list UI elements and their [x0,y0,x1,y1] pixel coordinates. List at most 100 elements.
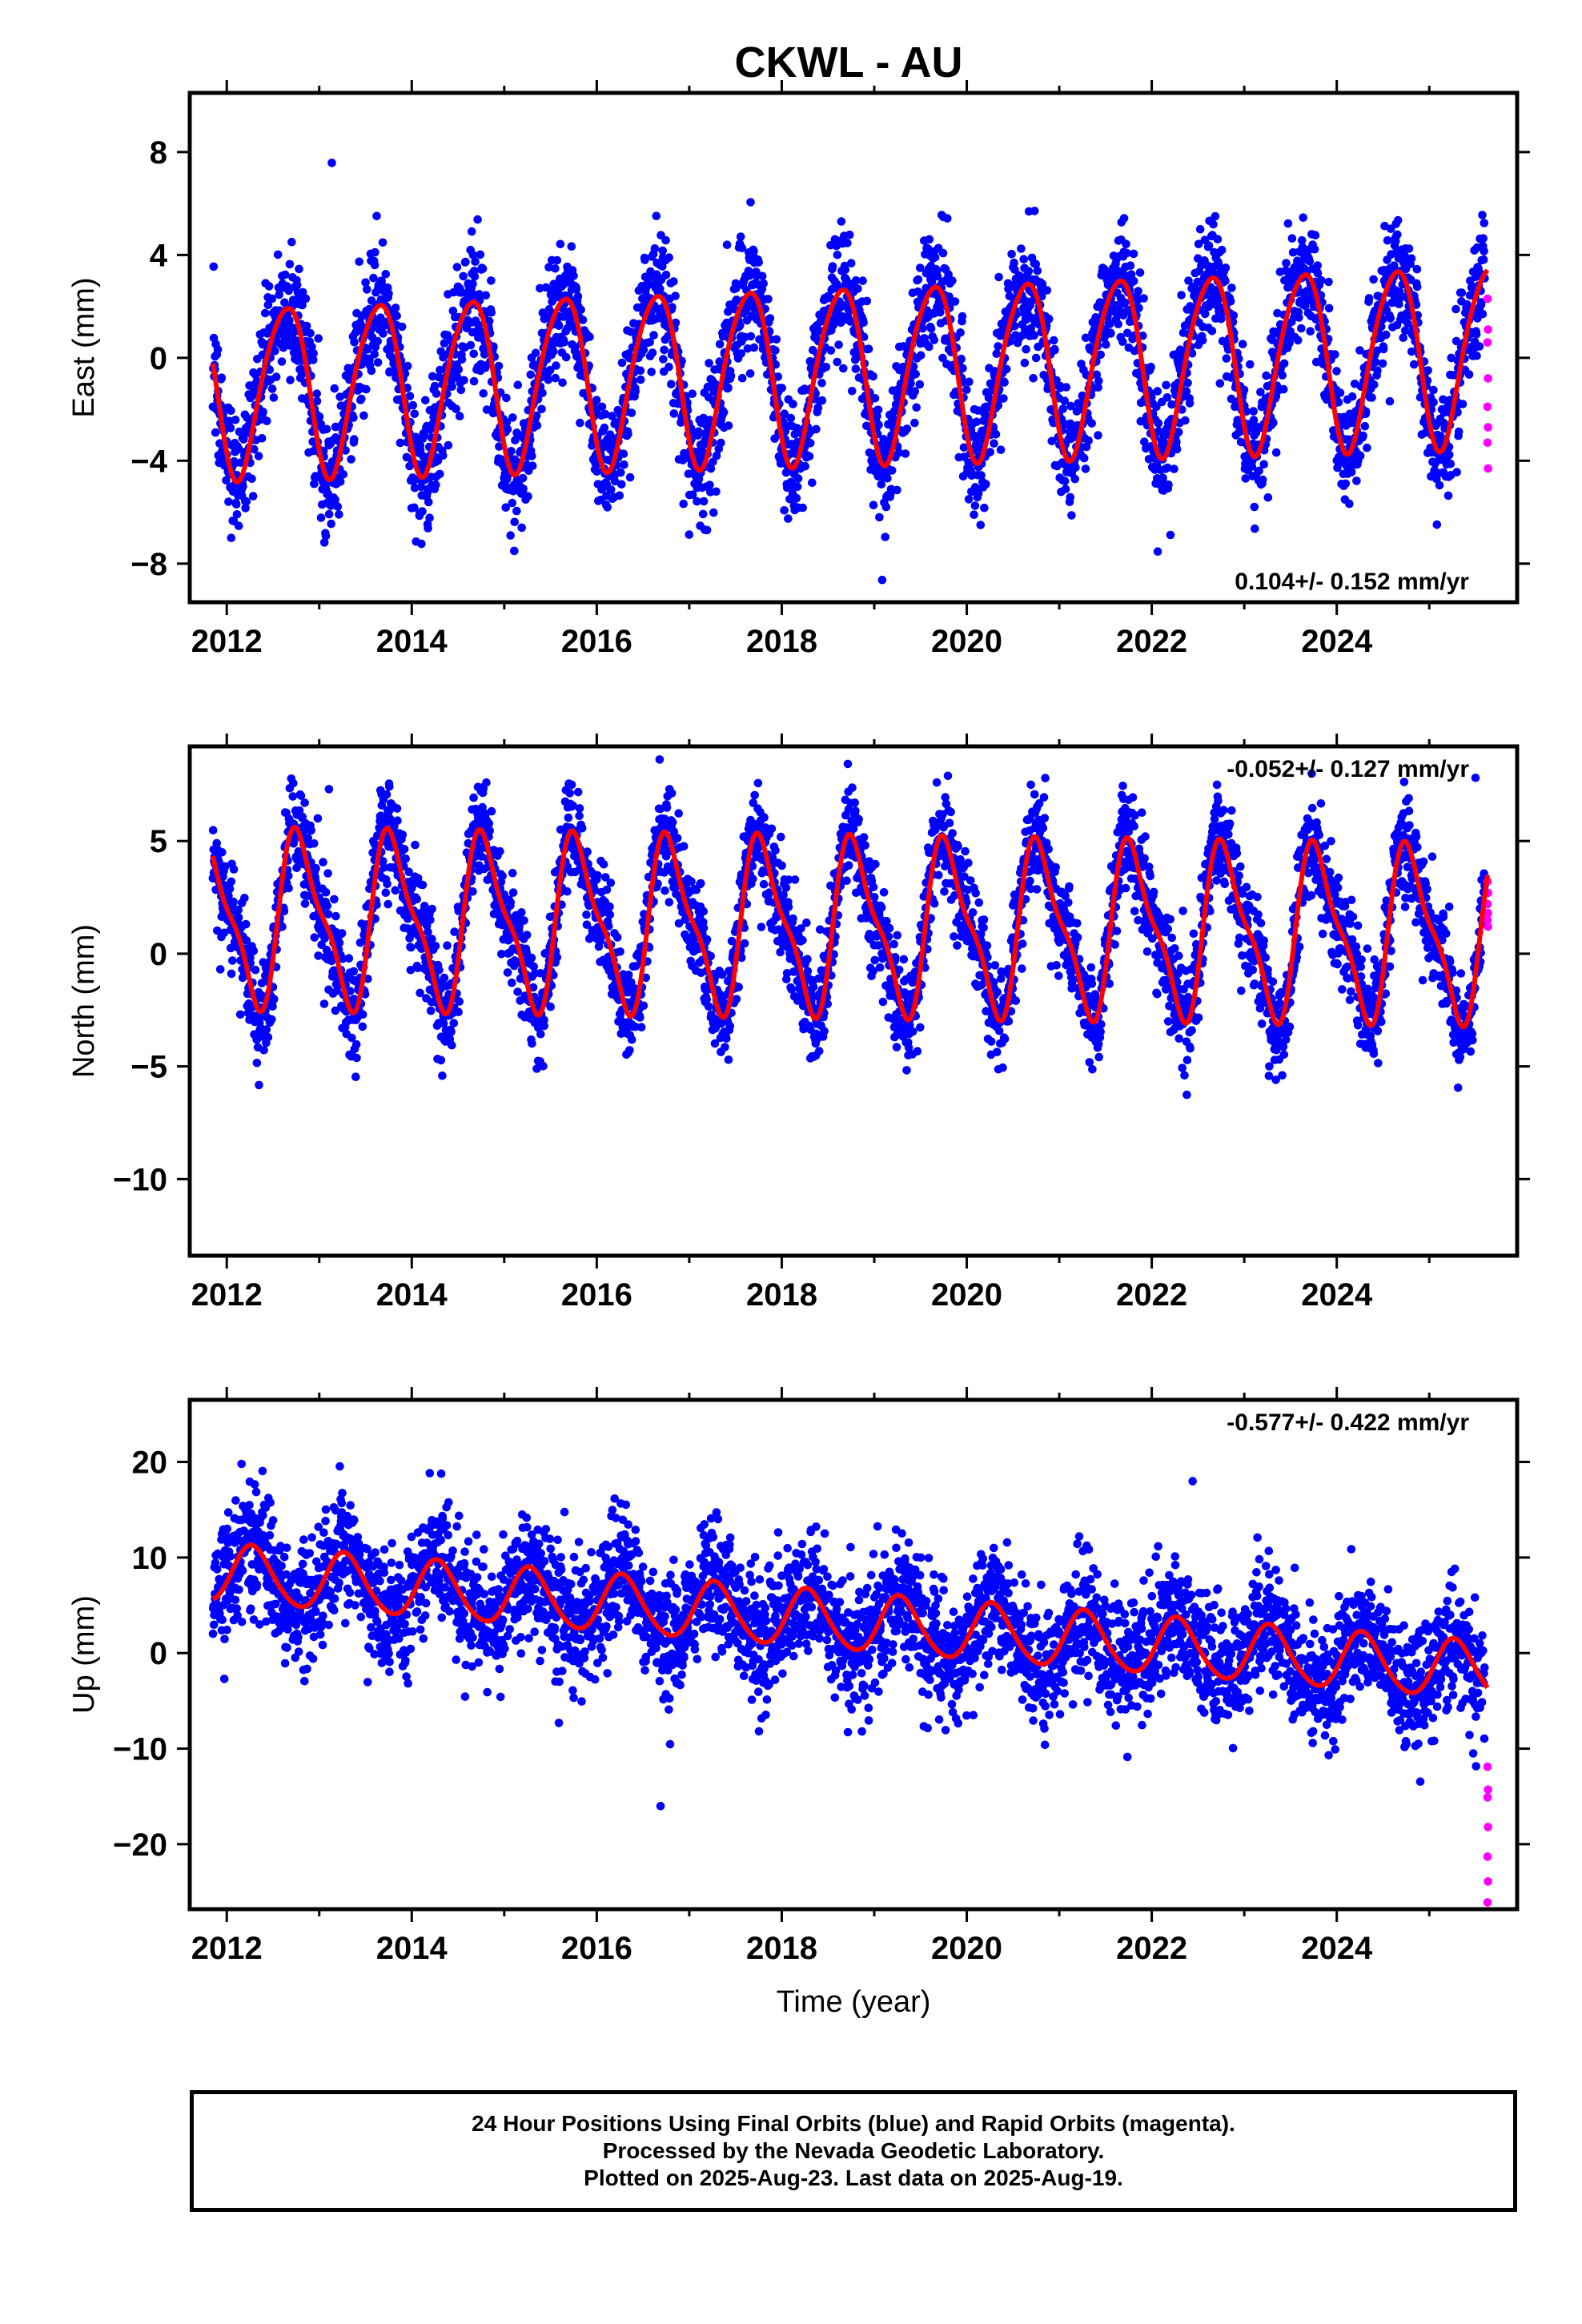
final-orbit-point [1105,320,1114,328]
final-orbit-point [1299,213,1307,223]
final-orbit-point [277,357,287,366]
final-orbit-point [275,290,284,300]
final-orbit-point [745,271,754,280]
final-orbit-point [363,285,371,294]
final-orbit-point [449,1019,459,1027]
final-orbit-point [938,353,947,363]
final-orbit-point [875,513,884,522]
final-orbit-point [1221,263,1231,272]
final-orbit-point [980,503,989,513]
final-orbit-point [271,346,279,356]
final-orbit-point [962,385,971,395]
final-orbit-point [792,493,801,503]
final-orbit-point [1044,314,1054,324]
final-orbit-point [1464,370,1474,379]
final-orbit-point [407,943,416,952]
final-orbit-point [976,521,986,529]
final-orbit-point [772,335,781,344]
final-orbit-point [743,344,753,353]
final-orbit-point [661,271,671,279]
final-orbit-point [812,424,821,434]
final-orbit-point [780,506,789,515]
east-panel: 2012 2014 2016 2018 2020 2022 2024−8−4048East … [67,80,1530,659]
final-orbit-point [314,334,323,343]
final-orbit-point [925,235,934,244]
final-orbit-point [485,826,494,835]
final-orbit-point [945,292,954,301]
final-orbit-point [510,546,519,556]
final-orbit-point [370,260,379,270]
final-orbit-point [1211,211,1220,221]
final-orbit-point [560,337,569,347]
final-orbit-point [1067,511,1076,520]
final-orbit-point [959,443,969,452]
final-orbit-point [285,316,294,325]
final-orbit-point [1166,530,1175,540]
final-orbit-point [833,357,841,367]
final-orbit-point [627,408,636,417]
final-orbit-point [289,778,298,788]
final-orbit-point [1364,294,1374,303]
final-orbit-point [631,387,640,396]
final-orbit-point [773,372,782,381]
final-orbit-point [455,412,464,420]
final-orbit-point [213,345,223,354]
final-orbit-point [715,340,725,349]
final-orbit-point [532,411,541,420]
final-orbit-point [322,424,331,434]
final-orbit-point [610,476,620,486]
final-orbit-point [1297,324,1306,333]
final-orbit-point [1207,327,1217,336]
final-orbit-point [656,284,665,294]
final-orbit-point [894,448,904,457]
y-axis-label: East (mm) [67,277,101,417]
final-orbit-point [457,355,467,364]
final-orbit-point [851,364,861,373]
final-orbit-point [1079,453,1089,463]
final-orbit-point [370,350,379,359]
rapid-orbit-point [1483,294,1492,304]
final-orbit-point [410,503,419,513]
final-orbit-point [1066,401,1075,411]
final-orbit-point [956,328,965,337]
final-orbit-point [425,513,434,522]
final-orbit-point [869,372,877,381]
final-orbit-point [444,440,453,450]
final-orbit-point [1047,436,1057,446]
final-orbit-point [436,469,444,479]
final-orbit-point [901,449,910,458]
final-orbit-point [665,362,673,372]
final-orbit-point [231,416,240,424]
final-orbit-point [950,297,960,306]
final-orbit-point [600,423,609,432]
final-orbit-point [606,485,616,494]
final-orbit-point [943,214,952,223]
final-orbit-point [352,1053,361,1063]
final-orbit-point [784,514,793,523]
final-orbit-point [1393,230,1402,239]
final-orbit-point [1119,214,1129,223]
final-orbit-point [259,408,267,416]
final-orbit-point [431,942,440,951]
final-orbit-point [1177,291,1186,300]
final-orbit-point [455,997,464,1006]
final-orbit-point [235,1010,245,1019]
final-orbit-point [302,321,311,331]
final-orbit-point [392,312,401,320]
final-orbit-point [992,349,1002,359]
rapid-orbit-point [1483,438,1492,448]
final-orbit-point [459,271,468,281]
final-orbit-point [910,418,919,428]
final-orbit-point [323,901,332,911]
final-orbit-point [909,362,918,371]
final-orbit-point [286,376,295,384]
final-orbit-point [1061,485,1070,493]
final-orbit-point [331,911,340,921]
final-orbit-point [321,888,331,897]
final-orbit-point [1246,360,1255,369]
final-orbit-point [617,358,627,368]
final-orbit-point [1022,344,1030,354]
final-orbit-point [424,524,432,533]
final-orbit-point [428,372,437,381]
